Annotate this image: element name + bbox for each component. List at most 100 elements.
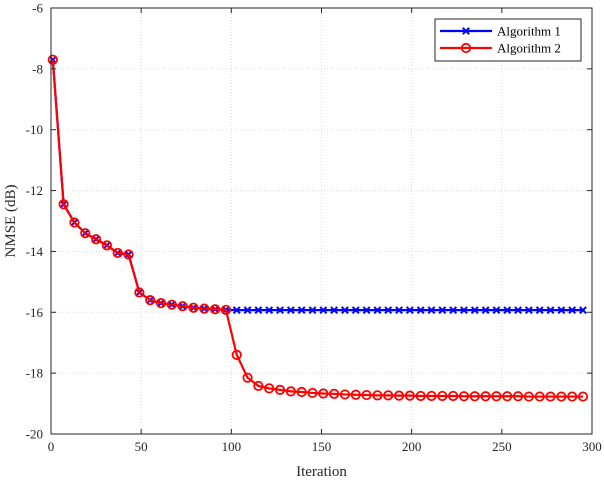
data-point bbox=[546, 306, 555, 315]
data-point bbox=[361, 389, 372, 401]
series-layer bbox=[47, 54, 589, 402]
data-point bbox=[579, 306, 587, 315]
data-point bbox=[491, 391, 502, 402]
data-point bbox=[231, 349, 242, 360]
data-point bbox=[427, 306, 436, 315]
legend-label: Algorithm 1 bbox=[497, 24, 561, 39]
data-point bbox=[276, 306, 284, 315]
data-point bbox=[339, 389, 351, 400]
data-point bbox=[47, 54, 58, 65]
legend-marker bbox=[462, 27, 470, 35]
data-point bbox=[568, 306, 577, 315]
data-point bbox=[220, 304, 232, 315]
y-tick-label: -18 bbox=[26, 366, 43, 381]
legend: Algorithm 1 Algorithm 2 bbox=[434, 18, 582, 62]
data-point bbox=[242, 372, 253, 383]
data-point bbox=[274, 384, 286, 395]
data-point bbox=[469, 391, 480, 402]
data-point bbox=[112, 247, 123, 259]
data-point bbox=[438, 306, 447, 315]
data-point bbox=[177, 301, 188, 312]
data-point bbox=[58, 199, 69, 210]
data-point bbox=[556, 391, 567, 402]
data-point bbox=[254, 306, 263, 315]
data-point bbox=[210, 304, 221, 315]
data-point bbox=[448, 390, 459, 402]
data-point bbox=[383, 390, 394, 401]
data-point bbox=[286, 306, 295, 315]
legend-box bbox=[434, 18, 582, 62]
legend-item: Algorithm 1 bbox=[440, 24, 561, 39]
data-point bbox=[155, 298, 167, 309]
data-point bbox=[470, 306, 479, 315]
data-point bbox=[145, 295, 156, 306]
data-point bbox=[264, 383, 275, 394]
data-point bbox=[426, 390, 437, 402]
y-axis-label: NMSE (dB) bbox=[3, 185, 19, 258]
x-tick-label: 300 bbox=[582, 439, 602, 454]
data-point bbox=[535, 306, 544, 315]
data-point bbox=[351, 306, 360, 315]
data-point bbox=[502, 391, 513, 402]
data-point bbox=[373, 306, 382, 315]
data-point bbox=[458, 391, 470, 402]
data-point bbox=[199, 303, 210, 314]
y-tick-label: -16 bbox=[26, 305, 44, 320]
data-point bbox=[514, 306, 522, 315]
data-point bbox=[69, 217, 80, 228]
data-point bbox=[318, 388, 329, 399]
data-point bbox=[319, 306, 328, 315]
y-tick-label: -14 bbox=[26, 244, 44, 259]
series-2 bbox=[47, 54, 589, 402]
data-point bbox=[557, 306, 566, 315]
data-point bbox=[460, 306, 468, 315]
x-tick-label: 100 bbox=[222, 439, 242, 454]
data-point bbox=[341, 306, 349, 315]
data-point bbox=[449, 306, 458, 315]
data-point bbox=[308, 306, 317, 315]
data-point bbox=[577, 391, 589, 402]
data-point bbox=[188, 302, 199, 313]
data-point bbox=[296, 386, 307, 398]
data-point bbox=[480, 391, 491, 402]
y-tick-label: -10 bbox=[26, 122, 43, 137]
grid-lines bbox=[51, 8, 592, 434]
data-point bbox=[123, 249, 134, 260]
data-point bbox=[395, 306, 403, 315]
data-point bbox=[393, 390, 405, 401]
data-point bbox=[404, 390, 415, 401]
data-point bbox=[253, 380, 264, 392]
data-point bbox=[523, 391, 534, 402]
data-point bbox=[329, 388, 340, 399]
data-point bbox=[134, 287, 145, 298]
data-point bbox=[492, 306, 501, 315]
data-point bbox=[90, 234, 102, 245]
x-tick-label: 200 bbox=[402, 439, 422, 454]
axis-ticks: 0 50 100 150 200 250 300 -20 -18 -16 -14 -12 -10 -8 -6 bbox=[26, 1, 602, 455]
data-point bbox=[405, 306, 414, 315]
data-point bbox=[350, 389, 361, 400]
x-tick-label: 0 bbox=[48, 439, 55, 454]
data-point bbox=[372, 390, 383, 401]
data-point bbox=[297, 306, 306, 315]
data-point bbox=[384, 306, 393, 315]
data-point bbox=[524, 306, 533, 315]
data-point bbox=[330, 306, 339, 315]
data-point bbox=[166, 299, 177, 310]
series-line bbox=[51, 59, 583, 312]
series-line bbox=[51, 59, 583, 398]
data-point bbox=[265, 306, 274, 315]
data-point bbox=[362, 306, 371, 315]
data-point bbox=[481, 306, 490, 315]
y-tick-label: -20 bbox=[26, 427, 43, 442]
data-point bbox=[415, 390, 426, 402]
y-tick-label: -6 bbox=[32, 1, 43, 16]
data-point bbox=[503, 306, 512, 315]
data-point bbox=[545, 391, 556, 402]
data-point bbox=[307, 387, 318, 399]
data-point bbox=[512, 391, 524, 402]
x-tick-label: 250 bbox=[492, 439, 512, 454]
legend-label: Algorithm 2 bbox=[497, 41, 561, 56]
y-tick-label: -12 bbox=[26, 183, 43, 198]
